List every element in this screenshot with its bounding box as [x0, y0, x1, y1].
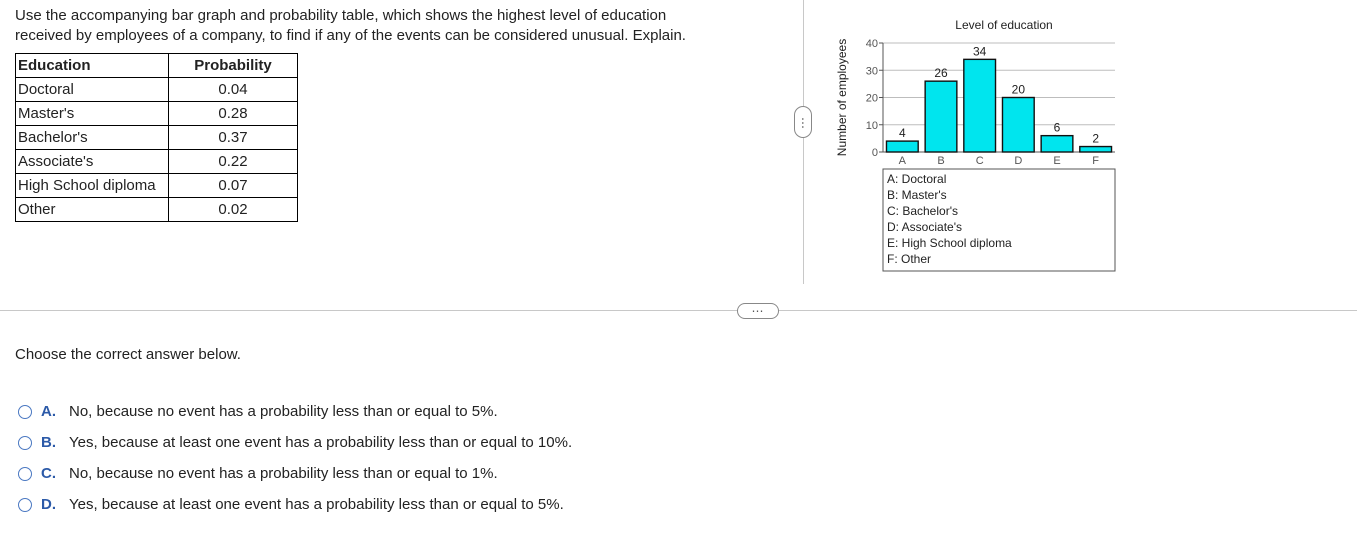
x-tick-label: B: [937, 155, 944, 167]
x-tick-label: D: [1014, 155, 1022, 167]
legend-box: [882, 168, 1116, 272]
table-header-education: Education: [15, 53, 169, 78]
option-text: No, because no event has a probability l…: [69, 403, 498, 420]
option-b[interactable]: B. Yes, because at least one event has a…: [18, 427, 572, 458]
bar-chart: Level of education Number of employees 0 10…: [835, 18, 1116, 272]
legend-entry: D: Associate's: [887, 220, 962, 234]
radio-icon[interactable]: [18, 404, 32, 419]
answer-prompt: Choose the correct answer below.: [15, 346, 241, 363]
x-tick-label: A: [899, 155, 907, 167]
x-tick-label: C: [976, 155, 984, 167]
bar: [885, 140, 919, 153]
table-cell-probability: 0.22: [168, 149, 298, 174]
y-tick-label: 20: [866, 93, 878, 105]
table-row: Master's 0.28: [15, 101, 298, 126]
bar-data-label: 34: [973, 44, 987, 58]
option-c[interactable]: C. No, because no event has a probabilit…: [18, 458, 572, 489]
table-cell-probability: 0.37: [168, 125, 298, 150]
option-letter: A.: [41, 403, 56, 420]
legend-entry: C: Bachelor's: [887, 204, 958, 218]
option-text: Yes, because at least one event has a pr…: [69, 434, 573, 451]
bar: [963, 58, 997, 153]
bar: [924, 80, 958, 153]
option-d[interactable]: D. Yes, because at least one event has a…: [18, 489, 572, 520]
legend-entry: B: Master's: [887, 188, 947, 202]
table-row: High School diploma 0.07: [15, 173, 298, 198]
question-line-2: received by employees of a company, to f…: [15, 27, 686, 44]
table-cell-education: Master's: [15, 101, 169, 126]
table-cell-education: Bachelor's: [15, 125, 169, 150]
bar-data-label: 4: [899, 126, 906, 140]
probability-table: Education Probability Doctoral 0.04 Mast…: [15, 53, 298, 222]
bar-data-label: 26: [934, 66, 948, 80]
table-cell-probability: 0.07: [168, 173, 298, 198]
x-tick-label: E: [1053, 155, 1060, 167]
vertical-splitter[interactable]: [803, 0, 804, 284]
bar: [1001, 96, 1035, 153]
bar-data-label: 20: [1012, 83, 1026, 97]
vertical-splitter-handle[interactable]: ⋯: [794, 106, 812, 138]
option-text: No, because no event has a probability l…: [69, 465, 498, 482]
option-a[interactable]: A. No, because no event has a probabilit…: [18, 396, 572, 427]
bar: [1079, 145, 1113, 153]
table-header-probability: Probability: [168, 53, 298, 78]
y-tick-label: 40: [866, 38, 878, 50]
horizontal-splitter[interactable]: [0, 310, 1357, 311]
option-letter: B.: [41, 434, 56, 451]
table-header-row: Education Probability: [15, 53, 298, 78]
legend-entry: A: Doctoral: [887, 172, 946, 186]
y-axis-label: Number of employees: [835, 39, 849, 156]
table-cell-education: Associate's: [15, 149, 169, 174]
legend-entry: E: High School diploma: [887, 236, 1012, 250]
table-cell-probability: 0.28: [168, 101, 298, 126]
radio-icon[interactable]: [18, 466, 32, 481]
legend-entry: F: Other: [887, 252, 931, 266]
radio-icon[interactable]: [18, 497, 32, 512]
chart-title: Level of education: [955, 18, 1052, 32]
answer-options: A. No, because no event has a probabilit…: [18, 396, 572, 520]
radio-icon[interactable]: [18, 435, 32, 450]
y-tick-label: 30: [866, 65, 878, 77]
table-cell-education: Doctoral: [15, 77, 169, 102]
bar: [1040, 134, 1074, 153]
option-text: Yes, because at least one event has a pr…: [69, 496, 564, 513]
y-tick-label: 0: [872, 147, 878, 159]
table-row: Bachelor's 0.37: [15, 125, 298, 150]
bar-data-label: 2: [1092, 132, 1099, 146]
table-cell-probability: 0.04: [168, 77, 298, 102]
x-tick-label: F: [1092, 155, 1099, 167]
table-cell-education: Other: [15, 197, 169, 222]
question-text: Use the accompanying bar graph and proba…: [15, 6, 775, 46]
option-letter: D.: [41, 496, 56, 513]
table-row: Associate's 0.22: [15, 149, 298, 174]
table-cell-education: High School diploma: [15, 173, 169, 198]
question-line-1: Use the accompanying bar graph and proba…: [15, 7, 667, 24]
y-tick-label: 10: [866, 120, 878, 132]
table-row: Doctoral 0.04: [15, 77, 298, 102]
horizontal-splitter-handle[interactable]: ⋯: [737, 303, 779, 319]
table-row: Other 0.02: [15, 197, 298, 222]
table-cell-probability: 0.02: [168, 197, 298, 222]
bar-data-label: 6: [1054, 121, 1061, 135]
option-letter: C.: [41, 465, 56, 482]
